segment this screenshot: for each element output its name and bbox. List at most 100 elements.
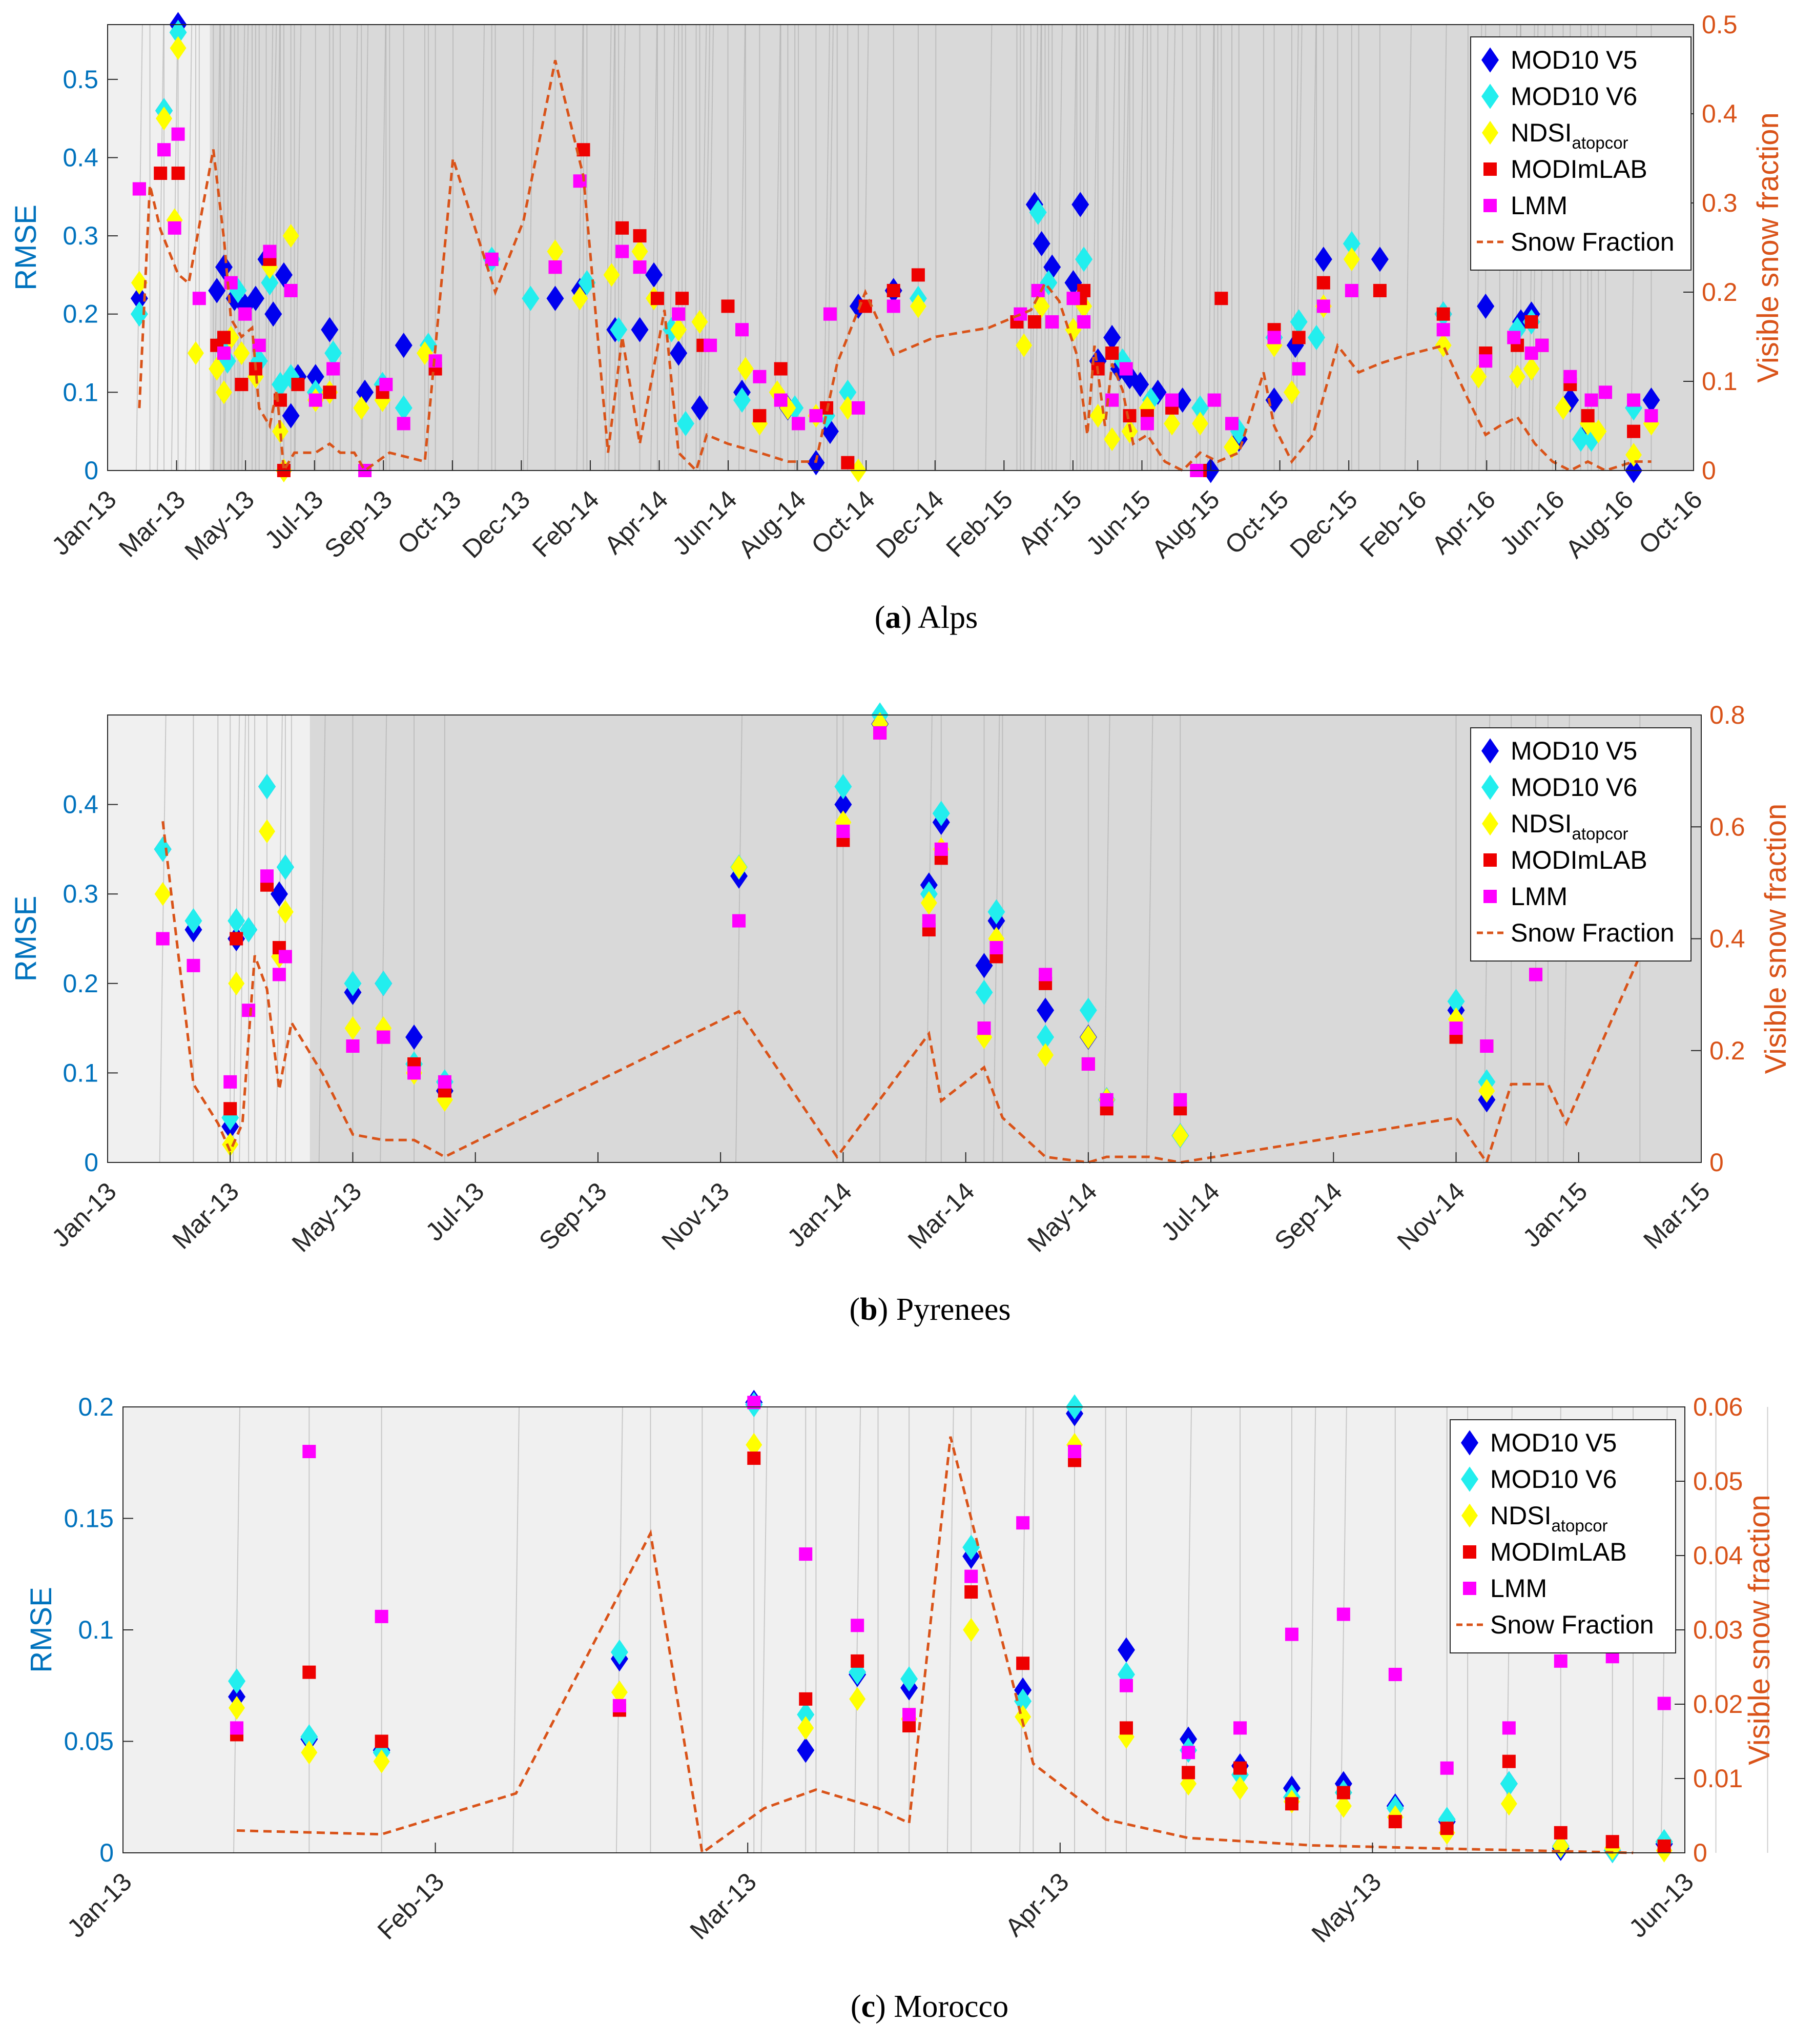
- point-mod10v6: [797, 1702, 815, 1727]
- point-ndsi: [375, 1016, 392, 1040]
- point-lmm: [704, 338, 717, 352]
- point-lmm: [1182, 1746, 1195, 1760]
- point-mod10v5: [275, 262, 293, 288]
- x-tick-label: Feb-14: [527, 485, 605, 563]
- acquisition-line: [1439, 24, 1447, 471]
- acquisition-line: [735, 714, 743, 1163]
- caption-letter: c: [861, 1989, 876, 2024]
- point-modimlab: [375, 1734, 388, 1748]
- point-lmm: [326, 362, 340, 376]
- point-mod10v6: [395, 395, 412, 421]
- caption: (c) Morocco: [851, 1989, 1008, 2024]
- point-lmm: [823, 307, 837, 321]
- point-mod10v6: [261, 270, 279, 296]
- point-modimlab: [1123, 409, 1137, 423]
- point-ndsi: [1164, 412, 1181, 436]
- point-modimlab: [1502, 1754, 1516, 1768]
- acquisition-line: [527, 24, 534, 471]
- point-mod10v5: [1037, 997, 1055, 1023]
- point-ndsi: [1625, 443, 1642, 467]
- point-ndsi: [1080, 1025, 1097, 1049]
- point-lmm: [836, 824, 850, 838]
- point-lmm: [1081, 1057, 1095, 1071]
- point-mod10v5: [975, 953, 993, 978]
- legend-swatch-lmm: [1483, 890, 1497, 903]
- point-mod10v6: [522, 285, 540, 311]
- point-mod10v6: [1290, 309, 1308, 335]
- legend-swatch-modimlab: [1483, 162, 1497, 176]
- series-lmm: [132, 127, 1658, 477]
- acquisition-line: [1069, 24, 1077, 471]
- point-lmm: [1657, 1696, 1671, 1710]
- snow-fraction-line: [236, 1436, 1634, 1855]
- shaded-period: [310, 715, 1702, 1162]
- point-ndsi: [797, 1716, 814, 1740]
- point-mod10v5: [546, 285, 564, 311]
- acquisition-line: [707, 24, 714, 471]
- x-tick-label: May-13: [286, 1177, 367, 1257]
- acquisition-line: [1146, 714, 1153, 1163]
- series-snow: [161, 821, 1641, 1166]
- point-ndsi: [1033, 294, 1050, 318]
- legend-swatch-lmm: [1483, 199, 1497, 212]
- panel-morocco: 0 0.05 0.1 0.15 0.2 0 0.01 0.02 0.03 0.04 0.05 0.06…: [25, 1389, 1776, 2024]
- point-mod10v5: [1314, 247, 1332, 272]
- point-mod10v5: [246, 285, 264, 311]
- shaded-region: [210, 25, 1694, 471]
- acquisition-line: [760, 1406, 768, 1853]
- point-lmm: [851, 1619, 864, 1632]
- point-lmm: [217, 346, 231, 360]
- point-mod10v5: [1103, 324, 1121, 351]
- acquisition-line: [241, 24, 249, 471]
- acquisition-line: [512, 1406, 520, 1853]
- point-mod10v6: [1075, 247, 1093, 272]
- y-axis-label-left: RMSE: [9, 205, 43, 291]
- point-ndsi: [417, 341, 433, 365]
- point-modimlab: [1627, 424, 1641, 438]
- plot-area: [123, 1407, 1685, 1853]
- point-mod10v6: [900, 1666, 918, 1692]
- point-mod10v5: [1642, 387, 1660, 413]
- point-ndsi: [215, 380, 232, 404]
- point-mod10v6: [1191, 395, 1209, 421]
- point-mod10v5: [405, 1024, 423, 1050]
- point-modimlab: [154, 167, 168, 180]
- point-mod10v6: [975, 979, 993, 1005]
- point-ndsi: [1555, 396, 1572, 420]
- point-ndsi: [222, 1132, 239, 1157]
- x-tick-label: Oct-15: [1220, 485, 1294, 560]
- point-lmm: [873, 726, 887, 740]
- y-tick-label-right: 0.3: [1702, 189, 1738, 217]
- shaded-region: [310, 715, 1702, 1162]
- x-tick-label: Mar-15: [1638, 1177, 1716, 1255]
- point-mod10v5: [691, 395, 709, 421]
- legend-box: [1470, 727, 1692, 962]
- legend-swatch-mod10v6: [1481, 774, 1499, 800]
- y-tick-label-left: 0.2: [63, 969, 98, 998]
- point-lmm: [156, 932, 170, 946]
- point-ndsi: [1523, 357, 1540, 381]
- point-lmm: [375, 1609, 388, 1623]
- y-axis-label-right: Visible snow fraction: [1751, 112, 1785, 383]
- point-lmm: [1140, 417, 1154, 431]
- point-mod10v6: [1308, 324, 1326, 351]
- point-lmm: [1388, 1668, 1402, 1681]
- point-mod10v6: [1500, 1771, 1518, 1796]
- point-mod10v6: [258, 774, 276, 800]
- point-lmm: [1039, 968, 1053, 982]
- point-mod10v5: [1117, 1637, 1135, 1663]
- point-lmm: [1502, 1721, 1516, 1735]
- point-ndsi: [920, 891, 937, 915]
- point-lmm: [1285, 1627, 1298, 1641]
- point-ndsi: [603, 263, 620, 287]
- point-lmm: [1119, 1679, 1133, 1692]
- point-mod10v6: [375, 971, 393, 996]
- point-lmm: [1100, 1093, 1113, 1107]
- point-lmm: [1440, 1761, 1454, 1775]
- point-ndsi: [1643, 412, 1660, 436]
- point-ndsi: [691, 310, 708, 334]
- point-lmm: [278, 950, 292, 964]
- point-lmm: [1627, 393, 1641, 407]
- point-lmm: [1535, 338, 1549, 352]
